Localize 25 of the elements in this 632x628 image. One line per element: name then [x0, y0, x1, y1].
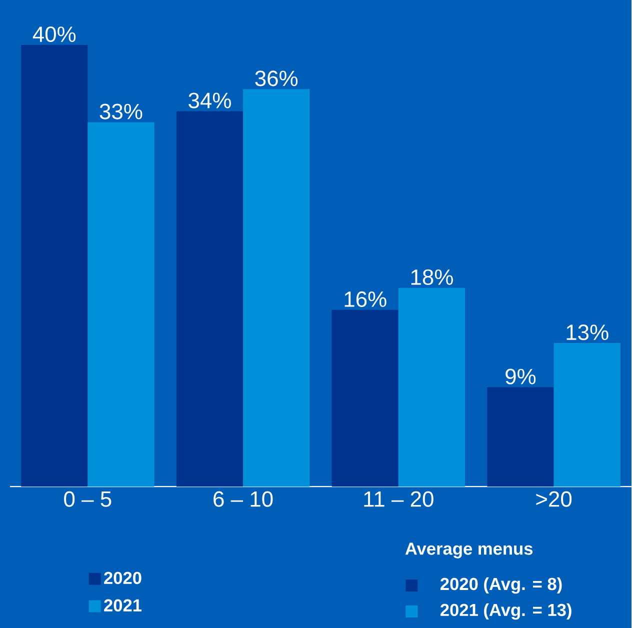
data-label: 34%: [188, 92, 231, 108]
data-label: 13%: [566, 324, 608, 340]
x-tick-label: 11 – 20: [364, 491, 434, 507]
data-label: 40%: [32, 26, 76, 42]
bar: [243, 88, 310, 486]
text: Average menus: [405, 542, 533, 558]
bar: [554, 342, 620, 486]
data-label: 16%: [344, 291, 386, 307]
bar: [88, 122, 154, 486]
x-tick-label: >20: [536, 491, 572, 507]
text: 2020 (Avg. = 8): [440, 577, 562, 594]
data-label: 18%: [411, 269, 453, 285]
text: 2021 (Avg. = 13): [440, 603, 572, 620]
bar: [487, 386, 554, 486]
legend-label: 2021: [104, 599, 142, 612]
data-label: 33%: [100, 104, 142, 120]
bar: [176, 110, 244, 486]
bar: [332, 310, 398, 486]
x-tick-label: 6 – 10: [214, 491, 273, 507]
data-label: 9%: [506, 368, 536, 384]
x-tick-label: 0 – 5: [64, 491, 112, 507]
bar: [398, 288, 466, 486]
legend-label: 2020: [104, 572, 142, 584]
bar: [21, 44, 88, 486]
data-label: 36%: [255, 70, 298, 86]
